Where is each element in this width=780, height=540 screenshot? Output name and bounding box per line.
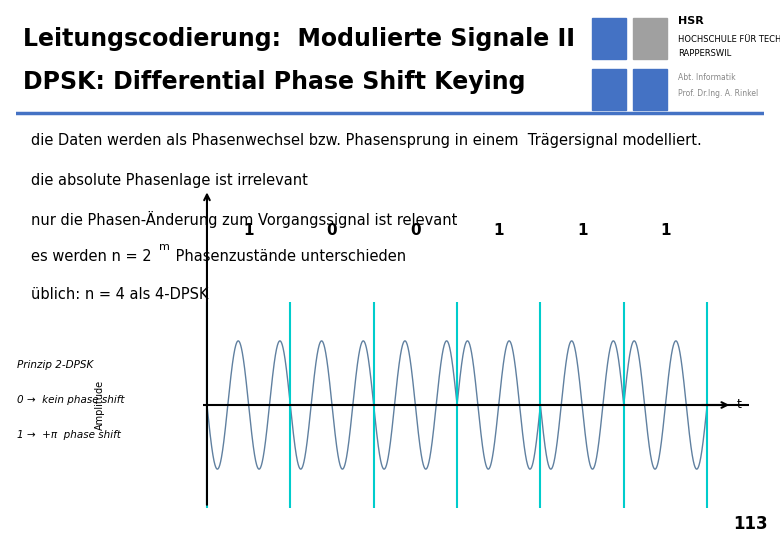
Text: 1: 1	[243, 223, 254, 238]
Text: HSR: HSR	[679, 16, 704, 26]
Text: 1: 1	[660, 223, 671, 238]
Text: 0: 0	[327, 223, 337, 238]
Text: 1: 1	[494, 223, 504, 238]
Text: Prof. Dr.Ing. A. Rinkel: Prof. Dr.Ing. A. Rinkel	[679, 89, 758, 98]
Text: 1 →  +π  phase shift: 1 → +π phase shift	[17, 430, 121, 440]
Text: Abt. Informatik: Abt. Informatik	[679, 73, 736, 83]
Text: m: m	[158, 242, 169, 252]
Text: t: t	[736, 399, 741, 411]
Text: Amplitude: Amplitude	[94, 380, 105, 430]
Bar	[633, 69, 667, 110]
Text: Leitungscodierung:  Modulierte Signale II: Leitungscodierung: Modulierte Signale II	[23, 27, 575, 51]
Text: die Daten werden als Phasenwechsel bzw. Phasensprung in einem  Trägersignal mode: die Daten werden als Phasenwechsel bzw. …	[30, 133, 701, 148]
Text: die absolute Phasenlage ist irrelevant: die absolute Phasenlage ist irrelevant	[30, 173, 307, 187]
Text: 0: 0	[410, 223, 420, 238]
Bar	[633, 18, 667, 59]
Text: üblich: n = 4 als 4-DPSK: üblich: n = 4 als 4-DPSK	[30, 287, 208, 302]
Text: HOCHSCHULE FÜR TECHNIK: HOCHSCHULE FÜR TECHNIK	[679, 35, 780, 44]
Text: 0 →  kein phase shift: 0 → kein phase shift	[17, 395, 125, 405]
Text: es werden n = 2: es werden n = 2	[30, 248, 151, 264]
Text: nur die Phasen-Änderung zum Vorgangssignal ist relevant: nur die Phasen-Änderung zum Vorgangssign…	[30, 211, 457, 228]
Text: 1: 1	[577, 223, 587, 238]
Text: 113: 113	[734, 515, 768, 533]
Bar	[592, 69, 626, 110]
Text: Phasenzustände unterschieden: Phasenzustände unterschieden	[172, 248, 406, 264]
Text: DPSK: Differential Phase Shift Keying: DPSK: Differential Phase Shift Keying	[23, 70, 526, 94]
Text: Prinzip 2-DPSK: Prinzip 2-DPSK	[17, 360, 94, 370]
Text: RAPPERSWIL: RAPPERSWIL	[679, 49, 732, 58]
Bar	[592, 18, 626, 59]
